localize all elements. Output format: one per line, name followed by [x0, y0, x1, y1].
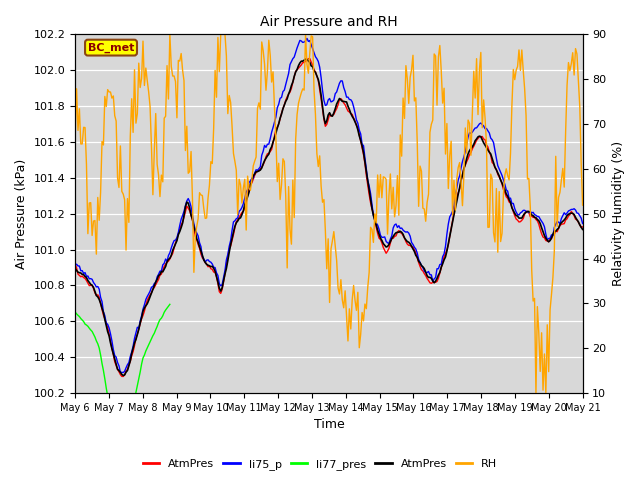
X-axis label: Time: Time	[314, 419, 344, 432]
Title: Air Pressure and RH: Air Pressure and RH	[260, 15, 397, 29]
Y-axis label: Air Pressure (kPa): Air Pressure (kPa)	[15, 158, 28, 269]
Text: BC_met: BC_met	[88, 42, 134, 53]
Y-axis label: Relativity Humidity (%): Relativity Humidity (%)	[612, 141, 625, 286]
Legend: AtmPres, li75_p, li77_pres, AtmPres, RH: AtmPres, li75_p, li77_pres, AtmPres, RH	[138, 455, 502, 474]
